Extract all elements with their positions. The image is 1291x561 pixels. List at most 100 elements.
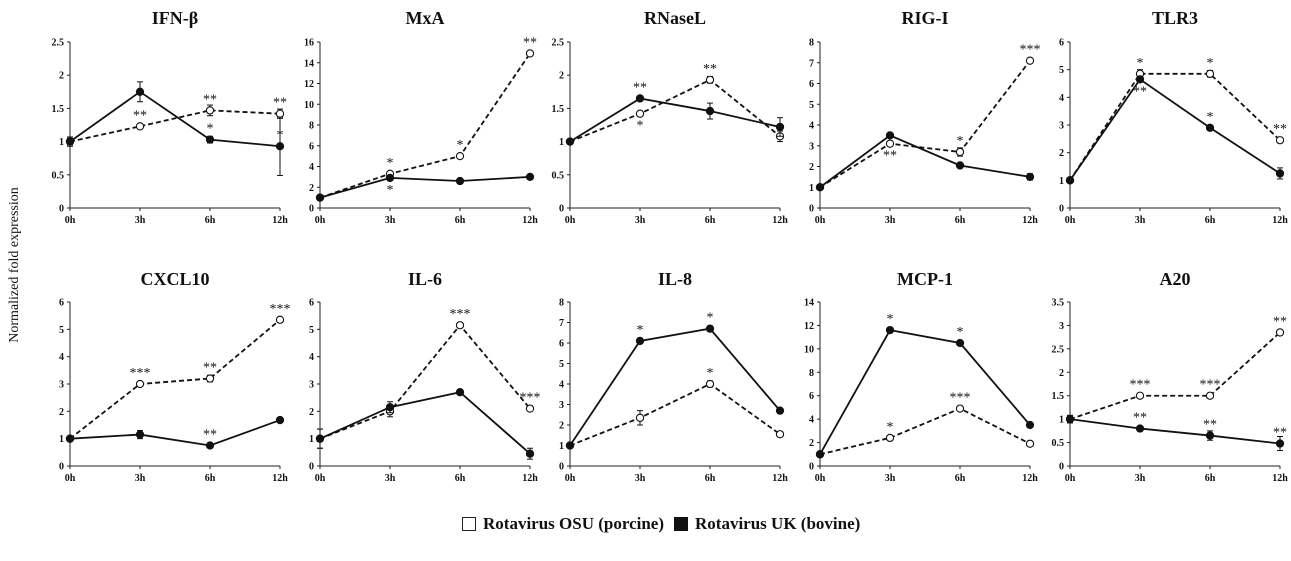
data-point-uk: [1205, 123, 1215, 132]
x-tick-label: 3h: [885, 215, 896, 226]
y-tick-label: 2: [1059, 148, 1064, 159]
y-tick-label: 4: [309, 352, 314, 363]
series-line-osu: [69, 319, 281, 440]
data-point-osu: [205, 374, 215, 383]
x-tick-label: 12h: [1022, 473, 1038, 484]
y-tick-label: 3: [809, 141, 814, 152]
y-tick-label: 10: [304, 100, 314, 111]
data-point-uk: [1135, 424, 1145, 433]
x-tick-label: 6h: [955, 473, 966, 484]
data-point-uk: [205, 135, 215, 144]
open-square-icon: [462, 517, 476, 531]
significance-marker: **: [523, 35, 537, 50]
x-tick-label: 6h: [705, 473, 716, 484]
data-point-uk: [135, 430, 145, 439]
data-point-osu: [525, 404, 535, 413]
y-tick-label: 2: [559, 421, 564, 432]
data-point-osu: [1025, 439, 1035, 448]
y-tick-label: 6: [59, 298, 64, 309]
x-tick-label: 3h: [1135, 473, 1146, 484]
y-tick-label: 2: [809, 162, 814, 173]
data-point-osu: [885, 139, 895, 148]
y-tick-label: 4: [59, 352, 64, 363]
significance-marker: *: [277, 128, 284, 143]
significance-marker: *: [387, 183, 394, 198]
legend-item-uk: Rotavirus UK (bovine): [674, 514, 860, 534]
data-point-uk: [565, 441, 575, 450]
data-point-uk: [815, 183, 825, 192]
y-tick-label: 6: [809, 79, 814, 90]
data-point-uk: [455, 176, 465, 186]
panel-title: A20: [1160, 269, 1191, 289]
panel-title: MCP-1: [897, 269, 953, 289]
x-tick-label: 12h: [522, 473, 538, 484]
significance-marker: ***: [450, 307, 471, 322]
series-line-uk: [69, 419, 281, 447]
significance-marker: **: [883, 149, 897, 164]
significance-marker: ***: [1020, 43, 1041, 58]
series-line-uk: [319, 391, 531, 455]
significance-marker: ***: [1130, 378, 1151, 393]
y-tick-label: 3: [1059, 121, 1064, 132]
significance-marker: *: [637, 119, 644, 134]
y-tick-label: 1.5: [552, 104, 565, 115]
y-tick-label: 3: [59, 380, 64, 391]
legend-label-osu: Rotavirus OSU (porcine): [483, 514, 665, 533]
x-tick-label: 3h: [1135, 215, 1146, 226]
significance-marker: **: [203, 428, 217, 443]
significance-marker: *: [207, 122, 214, 137]
data-point-uk: [1275, 439, 1285, 448]
y-tick-label: 14: [804, 298, 814, 309]
y-tick-label: 2: [309, 183, 314, 194]
y-tick-label: 1.5: [1052, 391, 1065, 402]
y-tick-label: 0.5: [52, 170, 65, 181]
series-line-uk: [819, 134, 1031, 188]
data-point-osu: [635, 413, 645, 422]
data-point-osu: [1275, 328, 1285, 337]
y-tick-label: 0.5: [1052, 438, 1065, 449]
significance-marker: ***: [1200, 378, 1221, 393]
x-tick-label: 12h: [272, 215, 288, 226]
x-tick-label: 12h: [272, 473, 288, 484]
x-tick-label: 0h: [815, 215, 826, 226]
x-tick-label: 12h: [522, 215, 538, 226]
x-tick-label: 0h: [565, 215, 576, 226]
y-tick-label: 12: [804, 321, 814, 332]
y-tick-label: 2: [559, 71, 564, 82]
panel-6: IL-6 0 1 2 3 4 5 6 0h 3h 6h 12h *** ***: [309, 269, 541, 484]
significance-marker: **: [1133, 84, 1147, 99]
y-tick-label: 3: [1059, 321, 1064, 332]
significance-marker: **: [133, 108, 147, 123]
series-line-osu: [1069, 331, 1281, 420]
y-tick-label: 3.5: [1052, 298, 1065, 309]
series-line-osu: [569, 382, 781, 447]
x-tick-label: 6h: [205, 215, 216, 226]
y-tick-label: 6: [309, 298, 314, 309]
x-tick-label: 0h: [815, 473, 826, 484]
significance-marker: **: [633, 80, 647, 95]
y-tick-label: 2.5: [552, 38, 565, 49]
x-tick-label: 3h: [135, 473, 146, 484]
y-tick-label: 2.5: [1052, 344, 1065, 355]
data-point-uk: [635, 336, 645, 346]
y-tick-label: 1: [59, 137, 64, 148]
y-tick-label: 10: [804, 344, 814, 355]
panel-7: IL-8 0 1 2 3 4 5 6 7 8 0h 3h 6h 12h * * *: [559, 269, 788, 484]
y-tick-label: 5: [59, 325, 64, 336]
series-line-uk: [569, 97, 781, 143]
data-point-osu: [1275, 136, 1285, 145]
significance-marker: *: [387, 156, 394, 171]
x-tick-label: 6h: [205, 473, 216, 484]
series-line-osu: [1069, 72, 1281, 181]
y-tick-label: 3: [559, 400, 564, 411]
x-tick-label: 0h: [1065, 215, 1076, 226]
data-point-uk: [1025, 420, 1035, 430]
y-tick-label: 1: [1059, 415, 1064, 426]
y-tick-label: 1: [309, 434, 314, 445]
series-line-osu: [569, 78, 781, 143]
x-tick-label: 6h: [455, 473, 466, 484]
y-tick-label: 6: [809, 391, 814, 402]
